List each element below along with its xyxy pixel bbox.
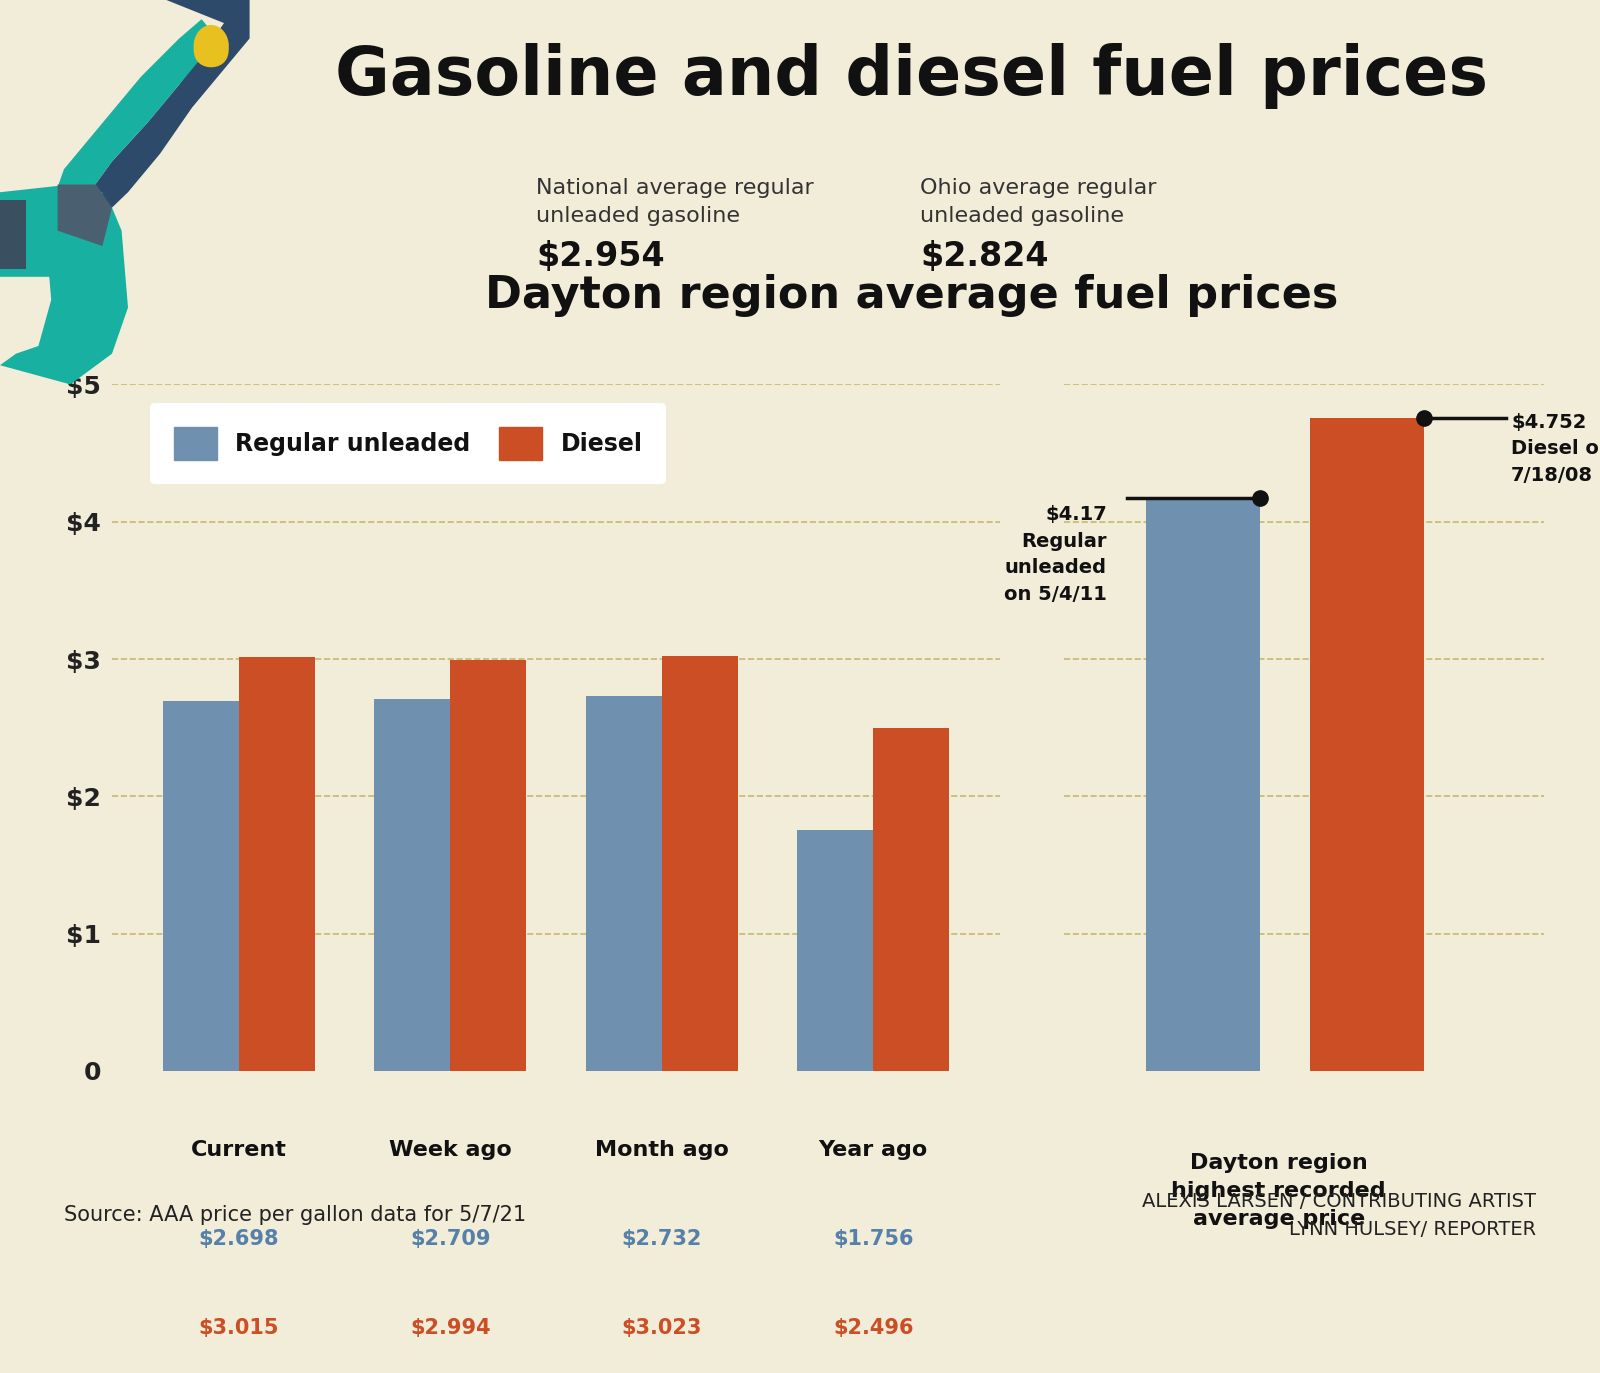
Text: $3.023: $3.023 [621, 1318, 702, 1339]
Text: $4.17
Regular
unleaded
on 5/4/11: $4.17 Regular unleaded on 5/4/11 [1005, 505, 1107, 604]
Text: Dayton region
highest recorded
average price: Dayton region highest recorded average p… [1171, 1153, 1386, 1229]
Bar [1146, 498, 1259, 1071]
Bar [1310, 419, 1424, 1071]
Bar [874, 728, 949, 1071]
Text: $2.954: $2.954 [536, 240, 664, 273]
Text: $3.015: $3.015 [198, 1318, 278, 1339]
Text: ALEXIS LARSEN / CONTRIBUTING ARTIST
LYNN HULSEY/ REPORTER: ALEXIS LARSEN / CONTRIBUTING ARTIST LYNN… [1142, 1192, 1536, 1238]
Text: Month ago: Month ago [595, 1140, 728, 1160]
Text: Year ago: Year ago [819, 1140, 928, 1160]
Polygon shape [90, 0, 250, 207]
Bar [662, 656, 738, 1071]
Polygon shape [194, 25, 229, 67]
Text: Gasoline and diesel fuel prices: Gasoline and diesel fuel prices [336, 43, 1488, 108]
Text: Ohio average regular
unleaded gasoline: Ohio average regular unleaded gasoline [920, 178, 1157, 227]
Polygon shape [0, 184, 102, 277]
Bar [238, 656, 315, 1071]
Text: $2.994: $2.994 [410, 1318, 491, 1339]
Text: $4.752
Diesel on
7/18/08: $4.752 Diesel on 7/18/08 [1510, 413, 1600, 485]
Text: Source: AAA price per gallon data for 5/7/21: Source: AAA price per gallon data for 5/… [64, 1205, 526, 1225]
Bar [586, 696, 662, 1071]
Legend: Regular unleaded, Diesel: Regular unleaded, Diesel [150, 404, 666, 483]
Bar [163, 700, 238, 1071]
Text: $2.824: $2.824 [920, 240, 1048, 273]
Text: $2.698: $2.698 [198, 1229, 278, 1249]
Text: $2.709: $2.709 [410, 1229, 491, 1249]
Bar [797, 829, 874, 1071]
Text: National average regular
unleaded gasoline: National average regular unleaded gasoli… [536, 178, 814, 227]
Text: $1.756: $1.756 [834, 1229, 914, 1249]
Polygon shape [58, 184, 112, 246]
Text: Week ago: Week ago [389, 1140, 512, 1160]
Text: $2.732: $2.732 [621, 1229, 702, 1249]
Text: $2.496: $2.496 [834, 1318, 914, 1339]
Bar [374, 699, 450, 1071]
Bar [450, 660, 526, 1071]
Polygon shape [0, 19, 218, 384]
Text: Current: Current [190, 1140, 286, 1160]
Polygon shape [0, 200, 26, 269]
Text: Dayton region average fuel prices: Dayton region average fuel prices [485, 273, 1339, 317]
